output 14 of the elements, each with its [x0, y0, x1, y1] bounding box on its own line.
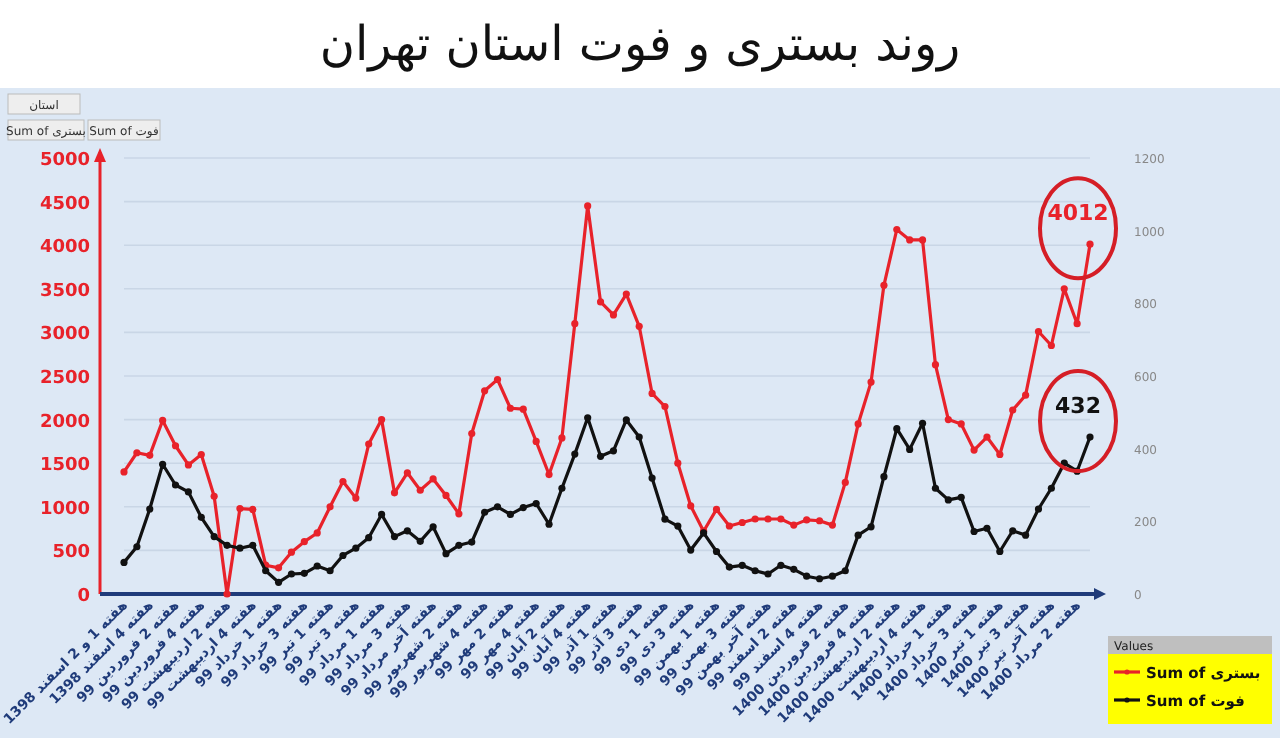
annotation: 432 — [1055, 393, 1101, 420]
chart-title: روند بستری و فوت استان تهران — [319, 16, 961, 72]
y-tick-label: 2000 — [39, 412, 90, 433]
y-tick-label: 2500 — [39, 369, 90, 389]
y-tick-label: 4500 — [39, 194, 90, 215]
y-tick-label: 3000 — [39, 325, 90, 346]
annotation: 4012 — [1047, 200, 1109, 227]
y-tick-label: 0 — [77, 587, 90, 607]
y-tick-label: 1000 — [39, 499, 90, 520]
y-tick-label: 500 — [52, 543, 90, 564]
y-tick-label: 5000 — [39, 151, 90, 171]
y-tick-label: 3500 — [39, 281, 90, 302]
y-tick-label: 4000 — [39, 238, 90, 259]
y-tick-label: 1500 — [39, 456, 90, 477]
